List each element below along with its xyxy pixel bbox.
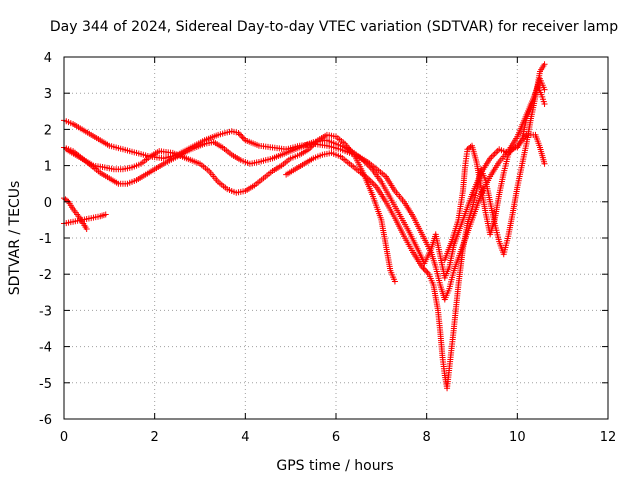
data-marker (494, 147, 501, 154)
x-tick-label: 4 (241, 430, 249, 445)
data-points (61, 61, 548, 392)
y-tick-label: -5 (39, 377, 52, 392)
x-tick-label: 12 (600, 430, 617, 445)
y-tick-label: 3 (44, 87, 52, 102)
chart-title: Day 344 of 2024, Sidereal Day-to-day VTE… (50, 19, 618, 35)
data-marker (541, 101, 548, 108)
y-axis-ticks: -6 -5 -4 -3 -2 -1 0 1 2 3 4 (39, 51, 608, 428)
y-tick-label: -2 (39, 268, 52, 283)
data-marker (541, 61, 548, 68)
series-track-5 (63, 131, 398, 285)
data-marker (419, 263, 426, 270)
y-tick-label: -1 (39, 232, 52, 247)
x-tick-label: 6 (332, 430, 340, 445)
y-tick-label: -6 (39, 413, 52, 428)
data-marker (423, 268, 430, 275)
x-tick-label: 10 (509, 430, 526, 445)
x-axis-ticks: 0 2 4 6 8 10 12 (60, 57, 616, 445)
data-marker (490, 152, 497, 159)
data-marker (541, 160, 548, 167)
data-marker (488, 153, 495, 160)
y-tick-label: -4 (39, 341, 52, 356)
grid (64, 57, 608, 419)
y-tick-label: -3 (39, 304, 52, 319)
y-axis-title: SDTVAR / TECUs (7, 181, 23, 296)
x-tick-label: 8 (423, 430, 431, 445)
x-tick-label: 2 (151, 430, 159, 445)
series-track-1 (61, 195, 90, 232)
data-marker (424, 269, 431, 276)
y-tick-label: 2 (44, 123, 52, 138)
data-marker (491, 150, 498, 157)
data-marker (240, 135, 247, 142)
data-marker (420, 265, 427, 272)
data-marker (238, 132, 245, 139)
y-tick-label: 0 (44, 196, 52, 211)
y-tick-label: 4 (44, 51, 52, 66)
x-axis-title: GPS time / hours (276, 458, 393, 474)
x-tick-label: 0 (60, 430, 68, 445)
data-marker (372, 182, 379, 189)
data-marker (391, 278, 398, 285)
series-track-7 (441, 82, 548, 263)
series-track-3 (61, 75, 548, 303)
data-marker (541, 86, 548, 93)
data-marker (239, 134, 246, 141)
data-marker (493, 149, 500, 156)
data-marker (236, 131, 243, 138)
y-tick-label: 1 (44, 160, 52, 175)
data-marker (235, 130, 242, 137)
data-marker (421, 266, 428, 273)
data-marker (102, 211, 109, 218)
data-marker (83, 225, 90, 232)
